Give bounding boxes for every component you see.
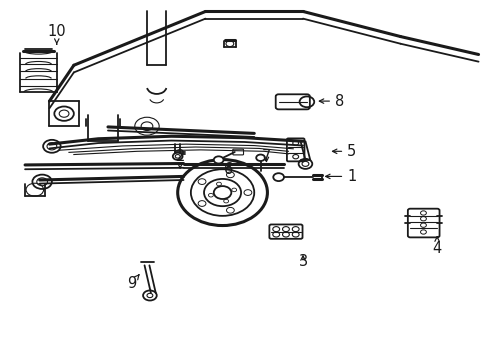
Text: 6: 6 (224, 162, 233, 177)
Circle shape (147, 293, 153, 298)
Circle shape (273, 173, 284, 181)
Text: 10: 10 (47, 24, 66, 44)
Text: 9: 9 (126, 275, 139, 292)
Text: 8: 8 (319, 94, 344, 109)
Circle shape (59, 110, 69, 117)
Circle shape (256, 154, 264, 161)
Circle shape (213, 186, 231, 199)
Circle shape (213, 156, 223, 163)
Text: 1: 1 (325, 169, 356, 184)
Text: 4: 4 (431, 237, 441, 256)
Text: 2: 2 (175, 149, 184, 168)
Text: 3: 3 (298, 254, 307, 269)
Text: 5: 5 (332, 144, 356, 159)
Circle shape (172, 153, 182, 160)
Text: 7: 7 (261, 149, 270, 164)
